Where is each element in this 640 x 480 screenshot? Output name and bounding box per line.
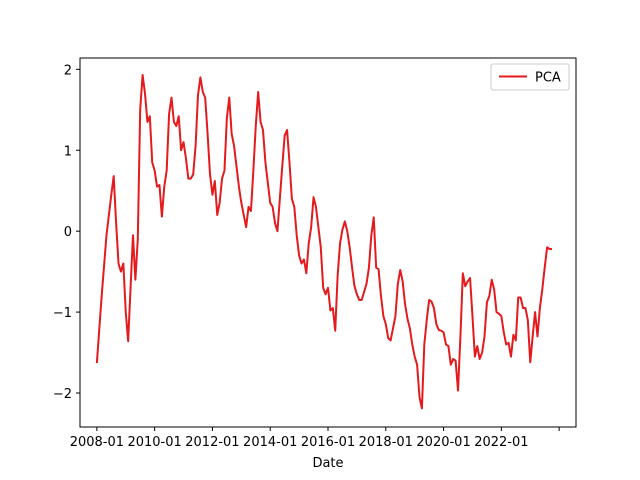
x-axis-label: Date [312, 456, 343, 471]
x-tick-label: 2014-01 [243, 435, 297, 450]
legend-box [490, 63, 570, 91]
x-tick-label: 2022-01 [474, 435, 528, 450]
y-tick-label: 1 [64, 144, 72, 159]
x-tick-label: 2010-01 [127, 435, 181, 450]
x-tick-label: 2016-01 [301, 435, 355, 450]
legend-label-pca: PCA [535, 71, 561, 86]
y-tick-label: −2 [53, 387, 72, 402]
legend: PCA [490, 63, 570, 91]
x-tick-label: 2018-01 [359, 435, 413, 450]
series-line-pca [95, 73, 552, 410]
x-tick-label: 2020-01 [416, 435, 470, 450]
x-tick-label: 2012-01 [185, 435, 239, 450]
plot-area [95, 73, 552, 410]
axes: −2 −1 0 1 2 2008-01 2010-01 2012-01 2014-01 2016-… [53, 57, 577, 450]
x-tick-label: 2008-01 [70, 435, 124, 450]
y-tick-label: 2 [64, 63, 72, 78]
y-tick-label: 0 [64, 225, 72, 240]
y-tick-label: −1 [53, 306, 72, 321]
